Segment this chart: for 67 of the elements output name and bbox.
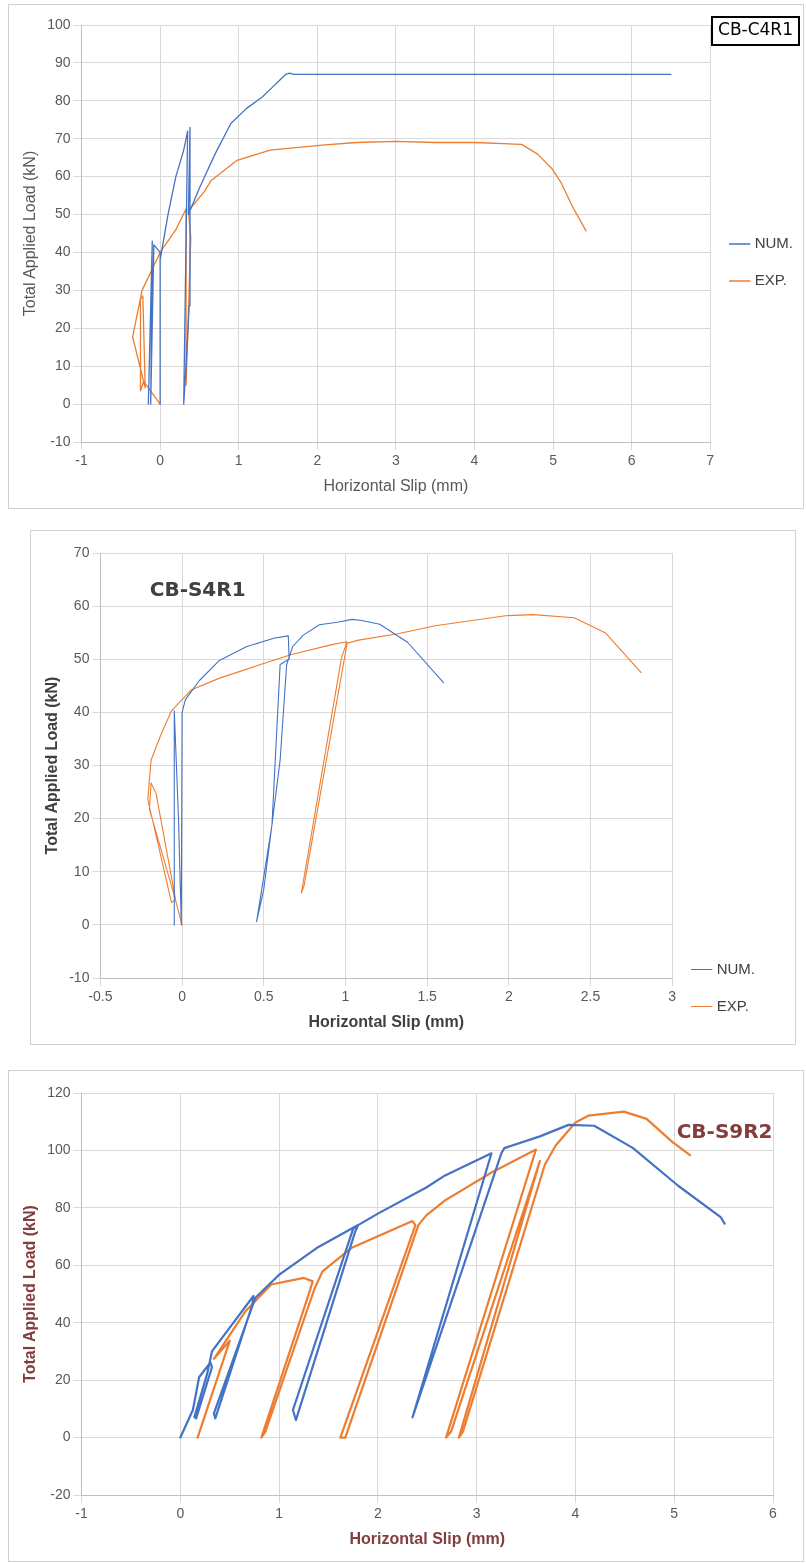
- y-tick-label: 70: [54, 129, 71, 146]
- y-tick-label: 90: [54, 53, 71, 70]
- y-tick-label: 10: [54, 357, 71, 374]
- y-tick-label: 40: [73, 703, 90, 720]
- x-tick-label: 1: [275, 1505, 284, 1522]
- x-tick-label: 4: [470, 452, 479, 469]
- text: CB-S9R2: [676, 1119, 773, 1144]
- y-axis-title: Total Applied Load (kN): [21, 150, 39, 317]
- y-tick-label: 30: [73, 756, 90, 773]
- y-tick-label: 10: [73, 862, 90, 879]
- y-tick-label: -10: [69, 968, 90, 985]
- y-tick-label: 80: [54, 1198, 71, 1215]
- y-tick-label: 20: [54, 319, 71, 336]
- x-tick-label: 2.5: [580, 988, 601, 1005]
- y-tick-label: 50: [54, 205, 71, 222]
- x-tick-label: 6: [769, 1505, 778, 1522]
- y-tick-label: 100: [47, 15, 71, 32]
- x-tick-label: 5: [549, 452, 558, 469]
- y-tick-label: -10: [50, 432, 71, 449]
- x-tick-label: 0: [156, 452, 165, 469]
- x-tick-label: 3: [391, 452, 400, 469]
- x-axis-title: Horizontal Slip (mm): [308, 1012, 465, 1030]
- legend-label: NUM.: [754, 234, 793, 252]
- x-tick-label: 2: [504, 988, 513, 1005]
- x-tick-label: 1: [234, 452, 243, 469]
- x-tick-label: 0: [176, 1505, 185, 1522]
- y-tick-label: 120: [47, 1083, 71, 1100]
- x-tick-label: 1: [341, 988, 350, 1005]
- x-tick-label: 2: [373, 1505, 382, 1522]
- y-tick-label: 60: [54, 167, 71, 184]
- y-tick-label: 20: [73, 809, 90, 826]
- x-tick-label: 3: [472, 1505, 481, 1522]
- y-tick-label: 60: [73, 596, 90, 613]
- legend-label: EXP.: [754, 271, 787, 289]
- x-tick-label: -0.5: [88, 988, 113, 1005]
- x-tick-label: 2: [313, 452, 322, 469]
- y-tick-label: -20: [50, 1485, 71, 1502]
- x-tick-label: 5: [670, 1505, 679, 1522]
- y-tick-label: 40: [54, 1313, 71, 1330]
- y-tick-label: 0: [81, 915, 90, 932]
- legend-label: EXP.: [716, 996, 749, 1014]
- text: CB-S4R1: [149, 577, 246, 602]
- y-tick-label: 100: [47, 1141, 71, 1158]
- y-tick-label: 0: [62, 1428, 71, 1445]
- x-tick-label: 0: [178, 988, 187, 1005]
- y-tick-label: 70: [73, 543, 90, 560]
- x-tick-label: 0.5: [254, 988, 274, 1005]
- y-axis-title: Total Applied Load (kN): [21, 1205, 39, 1383]
- y-axis-title: Total Applied Load (kN): [43, 676, 61, 855]
- x-tick-label: 1.5: [417, 988, 438, 1005]
- x-tick-label: 3: [668, 988, 677, 1005]
- text: CB-C4R1: [718, 19, 793, 40]
- y-tick-label: 60: [54, 1256, 71, 1273]
- legend-label: NUM.: [716, 959, 755, 977]
- x-axis-title: Horizontal Slip (mm): [349, 1529, 506, 1547]
- y-tick-label: 40: [54, 243, 71, 260]
- x-tick-label: -1: [75, 1505, 88, 1522]
- y-tick-label: 20: [54, 1371, 71, 1387]
- x-tick-label: 6: [627, 452, 636, 469]
- x-axis-title: Horizontal Slip (mm): [323, 476, 469, 494]
- y-tick-label: 80: [54, 91, 71, 108]
- x-tick-label: 4: [571, 1505, 580, 1522]
- y-tick-label: 0: [62, 394, 71, 411]
- x-tick-label: 7: [706, 452, 715, 469]
- x-tick-label: -1: [75, 452, 88, 469]
- y-tick-label: 50: [73, 650, 90, 667]
- y-tick-label: 30: [54, 281, 71, 298]
